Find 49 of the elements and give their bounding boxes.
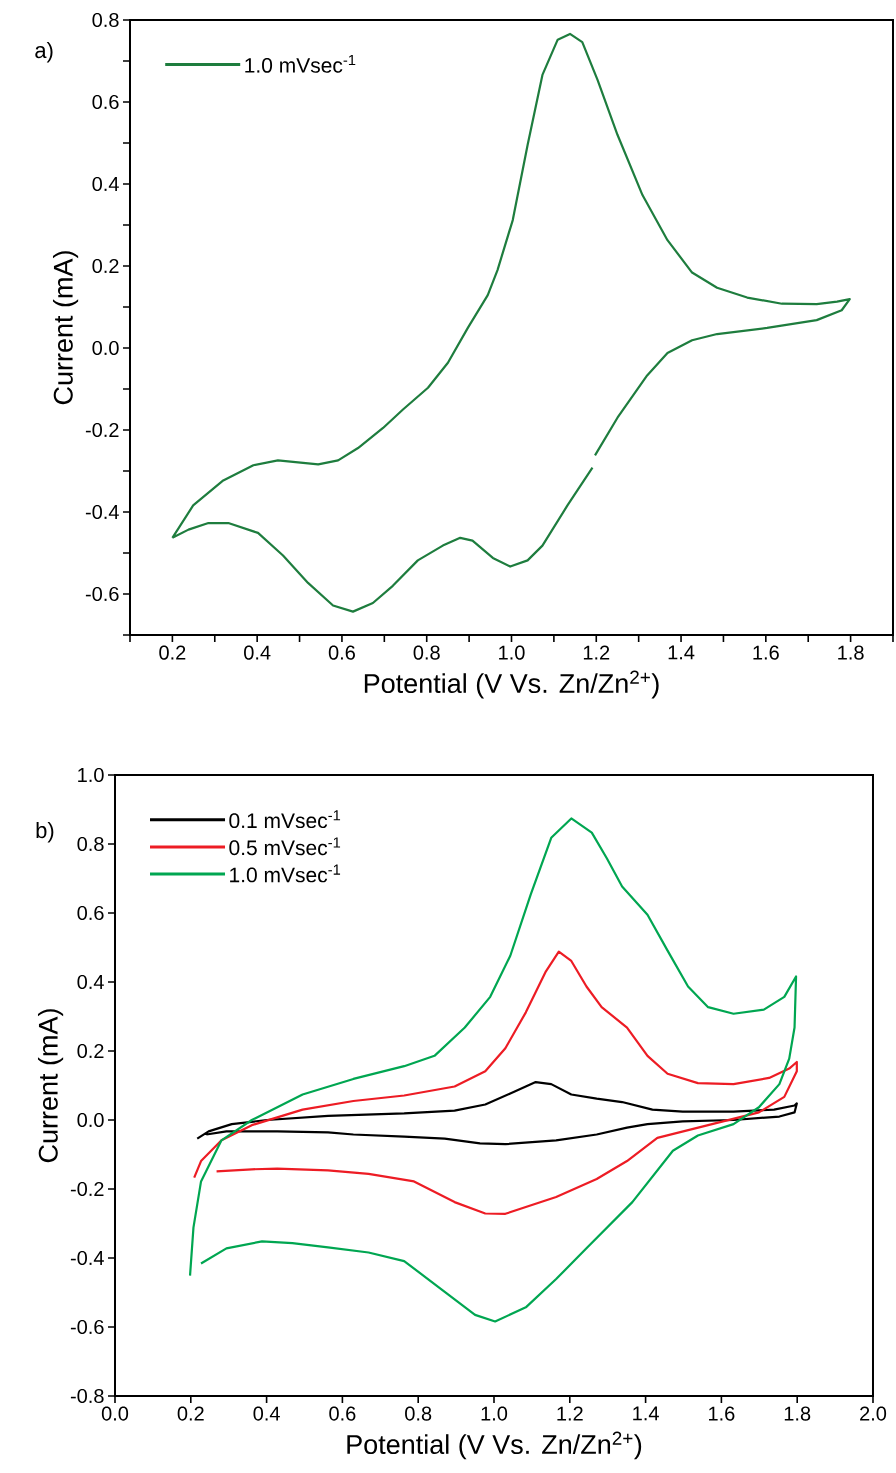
y-tick-label: 0.6 <box>77 905 104 921</box>
x-tick-label: 1.8 <box>838 645 864 660</box>
legend-label: 0.1 mVsec$^{-1}$ <box>229 810 340 829</box>
x-tick-label: 1.0 <box>498 645 525 660</box>
y-axis-title: Current (mA) <box>52 251 78 405</box>
y-tick-label: 0.4 <box>92 176 119 192</box>
text: a) <box>35 41 53 63</box>
x-axis-title: Potential (V Vs. Zn/Zn$^{2+}$) <box>364 670 659 699</box>
x-tick-label: 2.0 <box>859 1406 886 1421</box>
y-tick-label: -0.8 <box>70 1388 104 1404</box>
y-tick-label: 0.6 <box>92 94 119 110</box>
x-tick-label: 1.6 <box>753 645 779 660</box>
x-tick-label: 1.6 <box>708 1406 735 1421</box>
y-tick-label: -0.2 <box>70 1181 104 1197</box>
x-tick-label: 0.6 <box>328 645 355 660</box>
y-axis-title: Current (mA) <box>37 1009 63 1163</box>
y-tick-label: 0.4 <box>77 974 104 990</box>
x-tick-label: 1.4 <box>668 645 695 660</box>
x-axis-title: Potential (V Vs. Zn/Zn$^{2+}$) <box>347 1431 641 1460</box>
x-tick-label: 1.2 <box>557 1406 583 1421</box>
y-tick-label: 0.2 <box>92 258 119 274</box>
line-series <box>195 1080 798 1146</box>
y-tick-label: -0.4 <box>70 1250 104 1266</box>
x-tick-label: 1.2 <box>583 645 610 660</box>
x-tick-label: 0.8 <box>404 1406 432 1421</box>
y-tick-label: -0.6 <box>85 586 119 602</box>
x-tick-label: 0.2 <box>159 645 186 660</box>
y-tick-label: 1.0 <box>78 767 104 783</box>
y-tick-label: 0.8 <box>92 12 119 28</box>
line-series <box>192 950 798 1215</box>
x-tick-label: 0.4 <box>243 645 271 660</box>
y-tick-label: 0.8 <box>77 836 104 852</box>
y-tick-label: -0.2 <box>85 422 119 438</box>
y-tick-label: -0.4 <box>85 504 119 520</box>
y-tick-label: 0.2 <box>77 1043 104 1059</box>
legend-label: 1.0 mVsec$^{-1}$ <box>229 864 340 883</box>
x-tick-label: 0.8 <box>413 645 440 660</box>
x-tick-label: 0.2 <box>177 1406 204 1421</box>
x-tick-label: 0.6 <box>329 1406 356 1421</box>
legend-label: 1.0 mVsec$^{-1}$ <box>245 54 356 73</box>
y-tick-label: -0.6 <box>70 1319 104 1335</box>
y-tick-label: 0.0 <box>77 1112 104 1128</box>
x-tick-label: 1.4 <box>633 1406 659 1421</box>
y-tick-label: 0.0 <box>92 340 119 356</box>
text: b) <box>36 821 54 843</box>
legend-label: 0.5 mVsec$^{-1}$ <box>229 837 340 856</box>
x-tick-label: 1.0 <box>481 1406 507 1421</box>
x-tick-label: 1.8 <box>784 1406 811 1421</box>
x-tick-label: 0.4 <box>253 1406 280 1421</box>
